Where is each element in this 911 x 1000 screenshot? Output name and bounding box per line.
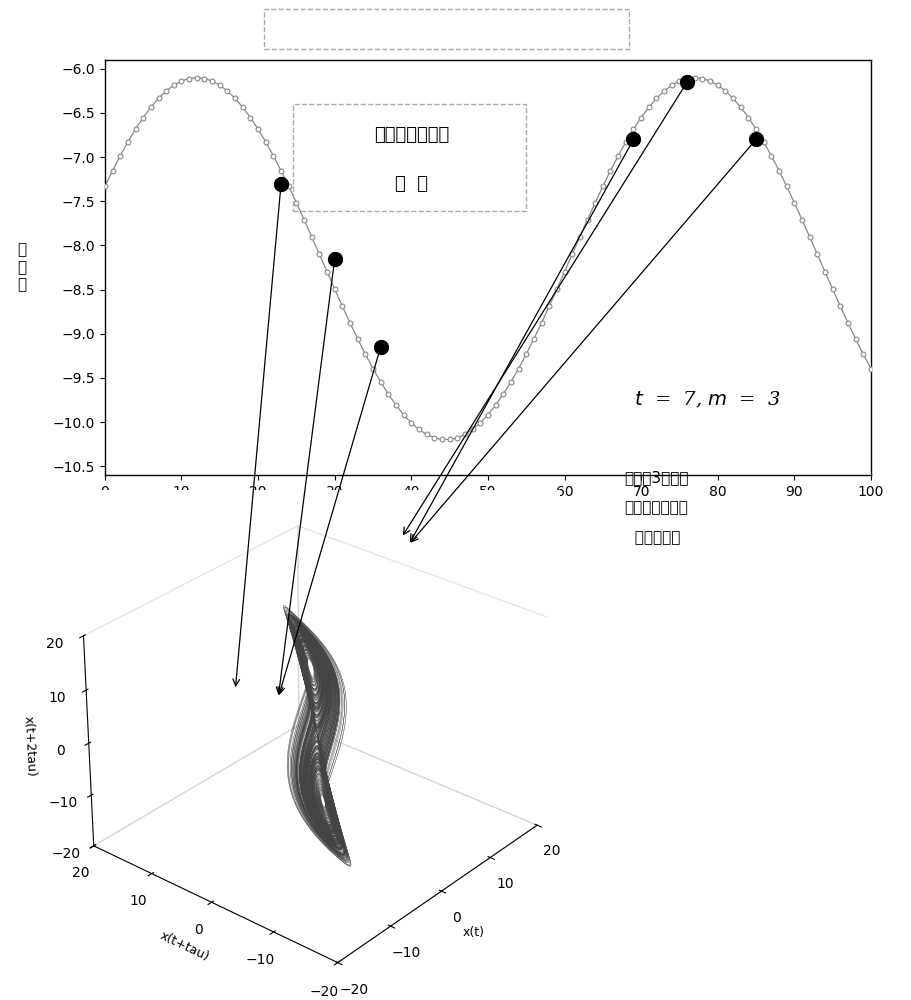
Text: 间中的轨迹: 间中的轨迹 bbox=[624, 530, 680, 545]
Text: 序  列: 序 列 bbox=[394, 176, 427, 194]
Text: 映射到3维相空: 映射到3维相空 bbox=[624, 470, 689, 485]
Text: 间，其在立体空: 间，其在立体空 bbox=[624, 500, 688, 515]
Text: 一维的混沌时间: 一维的混沌时间 bbox=[374, 126, 448, 144]
Y-axis label: x(t+tau): x(t+tau) bbox=[158, 929, 210, 964]
Text: $t$  =  7, $m$  =  3: $t$ = 7, $m$ = 3 bbox=[633, 390, 780, 410]
X-axis label: 时间标号: 时间标号 bbox=[469, 504, 506, 519]
Y-axis label: 序
列
值: 序 列 值 bbox=[17, 243, 26, 292]
X-axis label: x(t): x(t) bbox=[462, 926, 485, 939]
Bar bbox=[292, 104, 526, 211]
